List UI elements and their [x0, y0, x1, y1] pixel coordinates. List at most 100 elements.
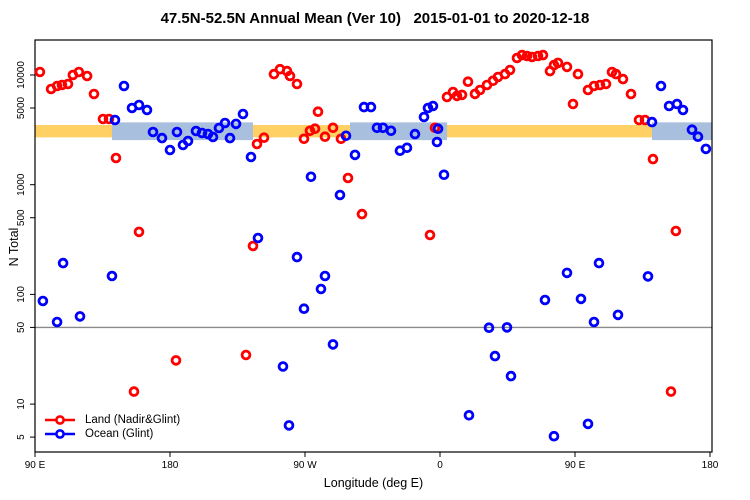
- data-point-ocean: [305, 171, 317, 183]
- data-point-ocean: [141, 104, 153, 116]
- data-point-land: [532, 50, 544, 62]
- y-tick-label: 5000: [16, 96, 27, 119]
- data-point-land: [258, 132, 270, 144]
- data-point-ocean: [677, 104, 689, 116]
- x-tick-label: 90 E: [565, 460, 586, 471]
- x-tick-label: 180: [702, 460, 719, 471]
- data-point-ocean: [334, 189, 346, 201]
- data-point-ocean: [686, 124, 698, 135]
- data-point-ocean: [109, 114, 121, 126]
- data-point-ocean: [252, 232, 264, 244]
- data-point-land: [625, 88, 637, 100]
- data-point-land: [633, 114, 645, 126]
- data-point-land: [133, 226, 145, 238]
- data-point-land: [97, 113, 109, 125]
- blue-target-band: [651, 122, 712, 141]
- data-point-land: [56, 79, 68, 91]
- data-point-ocean: [365, 101, 377, 113]
- data-point-land: [552, 57, 564, 69]
- data-point-land: [526, 51, 538, 63]
- data-point-land: [424, 229, 436, 241]
- data-point-ocean: [539, 294, 551, 306]
- data-point-ocean: [340, 130, 352, 142]
- data-point-land: [462, 76, 474, 87]
- data-point-ocean: [219, 117, 231, 129]
- data-point-ocean: [196, 127, 208, 139]
- chart-title: 47.5N-52.5N Annual Mean (Ver 10) 2015-01…: [160, 10, 590, 27]
- data-point-land: [103, 113, 115, 125]
- data-point-land: [251, 138, 263, 150]
- data-point-land: [268, 68, 280, 80]
- data-point-ocean: [298, 303, 310, 315]
- data-point-land: [451, 90, 463, 102]
- data-point-land: [670, 225, 682, 237]
- data-point-ocean: [207, 131, 219, 143]
- data-point-ocean: [692, 131, 704, 143]
- data-point-ocean: [483, 322, 495, 334]
- legend-label-land: Land (Nadir&Glint): [85, 414, 181, 426]
- data-point-ocean: [655, 80, 667, 92]
- data-point-land: [73, 66, 85, 78]
- data-point-land: [128, 386, 140, 397]
- data-point-ocean: [164, 144, 176, 156]
- data-point-ocean: [700, 143, 712, 155]
- data-point-land: [342, 172, 354, 184]
- data-point-ocean: [501, 322, 513, 333]
- x-tick-label: 90 E: [25, 460, 46, 471]
- data-point-land: [247, 240, 259, 252]
- data-point-land: [88, 88, 100, 100]
- data-point-land: [319, 131, 331, 143]
- data-point-land: [312, 106, 324, 117]
- data-point-land: [610, 68, 622, 80]
- data-point-ocean: [213, 122, 225, 134]
- data-point-ocean: [349, 149, 361, 161]
- data-point-ocean: [489, 350, 501, 362]
- data-point-ocean: [427, 100, 439, 112]
- y-axis-title: N Total: [7, 227, 21, 267]
- data-point-land: [356, 208, 368, 220]
- x-axis-title: Longitude (deg E): [323, 476, 424, 490]
- data-point-ocean: [582, 418, 594, 430]
- data-point-land: [62, 78, 74, 90]
- data-point-land: [600, 78, 612, 90]
- y-tick-label: 1000: [16, 173, 27, 196]
- data-point-ocean: [422, 102, 434, 114]
- data-point-land: [561, 61, 573, 73]
- data-point-land: [516, 49, 528, 61]
- data-point-ocean: [505, 370, 517, 382]
- data-point-ocean: [575, 293, 587, 305]
- data-point-ocean: [438, 169, 450, 181]
- y-tick-label: 5: [16, 434, 27, 440]
- data-point-ocean: [431, 136, 443, 148]
- data-point-land: [665, 386, 677, 397]
- y-tick-label: 50: [16, 321, 27, 333]
- data-point-ocean: [291, 251, 303, 263]
- data-point-land: [51, 80, 63, 92]
- y-tick-label: 500: [16, 209, 27, 226]
- data-point-land: [441, 91, 453, 103]
- data-point-ocean: [245, 151, 257, 163]
- data-point-ocean: [156, 132, 168, 144]
- data-point-ocean: [385, 125, 397, 137]
- data-point-ocean: [588, 316, 600, 328]
- data-point-land: [304, 125, 316, 137]
- data-point-ocean: [51, 316, 63, 328]
- data-point-land: [617, 73, 629, 85]
- data-point-land: [456, 89, 468, 101]
- x-tick-label: 90 W: [293, 460, 317, 471]
- data-point-ocean: [409, 128, 421, 140]
- data-point-land: [521, 50, 533, 62]
- data-point-land: [474, 84, 486, 96]
- data-point-ocean: [401, 142, 413, 154]
- data-point-ocean: [548, 430, 560, 442]
- data-point-land: [327, 122, 339, 134]
- legend-entry-ocean: Ocean (Glint): [44, 427, 180, 441]
- data-point-ocean: [147, 126, 159, 138]
- data-point-land: [572, 68, 584, 80]
- data-point-ocean: [319, 270, 331, 282]
- data-point-ocean: [671, 98, 683, 110]
- x-tick-label: 0: [437, 460, 443, 471]
- legend-label-ocean: Ocean (Glint): [85, 428, 154, 440]
